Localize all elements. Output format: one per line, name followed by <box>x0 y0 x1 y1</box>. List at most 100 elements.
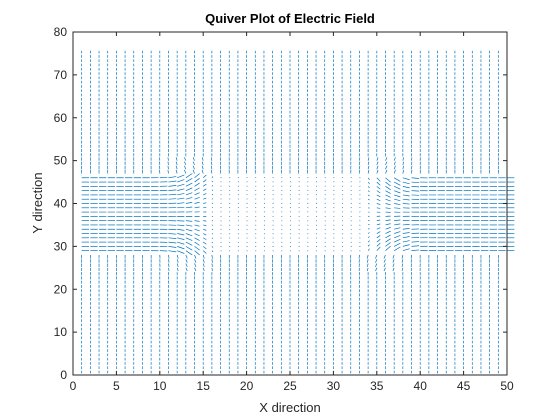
field-arrow <box>411 186 420 188</box>
field-arrow <box>211 233 214 235</box>
field-arrow <box>385 223 391 226</box>
field-arrow <box>194 263 197 267</box>
field-arrow <box>184 165 187 170</box>
field-arrow <box>385 177 391 183</box>
field-arrow <box>203 228 207 231</box>
x-tick-label: 10 <box>153 379 167 393</box>
field-arrow <box>168 198 177 200</box>
field-arrow <box>392 267 395 272</box>
field-arrow <box>176 263 179 267</box>
field-arrow <box>402 177 410 181</box>
field-arrow <box>194 220 200 222</box>
field-arrow <box>203 233 207 236</box>
field-arrow <box>201 169 204 174</box>
field-arrow <box>376 165 379 170</box>
field-arrow <box>168 189 177 191</box>
field-arrow <box>211 259 213 263</box>
field-arrow <box>385 203 391 206</box>
field-arrow <box>185 237 193 241</box>
field-arrow <box>211 180 214 183</box>
field-arrow <box>393 177 401 182</box>
field-arrow <box>367 228 370 230</box>
field-arrow <box>367 194 370 197</box>
field-arrow <box>394 186 401 190</box>
field-arrow <box>168 228 177 231</box>
field-arrow <box>185 182 193 187</box>
field-arrow <box>367 157 370 161</box>
field-arrow <box>185 197 193 200</box>
field-arrow <box>376 231 381 234</box>
field-arrow <box>177 220 185 222</box>
x-tick-label: 0 <box>70 379 77 393</box>
field-arrow <box>402 165 404 170</box>
field-arrow <box>202 267 205 272</box>
field-arrow <box>177 224 185 227</box>
field-arrow <box>367 181 370 185</box>
field-arrow <box>168 237 177 239</box>
field-arrow <box>192 169 195 174</box>
field-arrow <box>385 234 391 239</box>
field-arrow <box>177 206 185 209</box>
field-arrow <box>185 177 193 183</box>
field-arrow <box>383 263 386 267</box>
field-arrow <box>376 219 381 221</box>
field-arrow <box>201 157 204 161</box>
field-arrow <box>185 263 188 267</box>
field-arrow <box>394 219 401 221</box>
field-arrow <box>367 169 370 174</box>
field-arrow <box>376 223 381 226</box>
field-arrow <box>376 157 379 161</box>
field-arrow <box>367 186 370 189</box>
field-arrow <box>202 254 205 259</box>
field-arrow <box>376 207 381 209</box>
field-arrow <box>185 173 193 179</box>
field-arrow <box>385 242 391 247</box>
field-arrow <box>194 237 200 241</box>
field-arrow <box>402 240 410 243</box>
chart-title: Quiver Plot of Electric Field <box>205 11 375 26</box>
field-arrow <box>168 267 170 272</box>
field-arrow <box>376 227 381 230</box>
field-arrow <box>211 250 214 253</box>
field-arrow <box>375 254 378 259</box>
field-arrow <box>385 245 391 251</box>
field-arrow <box>202 250 207 254</box>
field-arrow <box>184 157 187 161</box>
field-arrow <box>402 186 410 189</box>
field-arrow <box>177 246 185 250</box>
field-arrow <box>393 242 401 247</box>
field-arrow <box>411 241 420 243</box>
field-arrow <box>393 181 401 186</box>
field-arrow <box>184 161 187 166</box>
x-tick-label: 25 <box>283 379 297 393</box>
field-arrow <box>402 190 410 193</box>
field-arrow <box>402 232 410 234</box>
field-arrow <box>393 165 396 170</box>
field-arrow <box>376 161 379 166</box>
field-arrow <box>203 220 207 222</box>
field-arrow <box>411 177 420 179</box>
y-tick-label: 50 <box>54 154 68 168</box>
field-arrow <box>194 254 197 259</box>
field-arrow <box>194 259 197 263</box>
field-arrow <box>194 246 200 251</box>
field-arrow <box>366 254 369 259</box>
field-arrow <box>168 250 177 253</box>
field-arrow <box>203 224 207 227</box>
field-arrow <box>402 169 404 174</box>
field-arrow <box>385 186 391 191</box>
field-arrow <box>402 244 410 247</box>
field-arrow <box>210 161 213 165</box>
field-arrow <box>177 250 185 254</box>
field-arrow <box>367 198 370 201</box>
field-arrow <box>392 259 395 263</box>
field-arrow <box>211 237 214 239</box>
field-arrow <box>202 259 205 263</box>
x-tick-label: 20 <box>240 379 254 393</box>
field-arrow <box>194 206 200 209</box>
field-arrow <box>202 174 207 179</box>
field-arrow <box>211 193 214 196</box>
field-arrow <box>202 263 205 267</box>
field-arrow <box>402 157 404 161</box>
